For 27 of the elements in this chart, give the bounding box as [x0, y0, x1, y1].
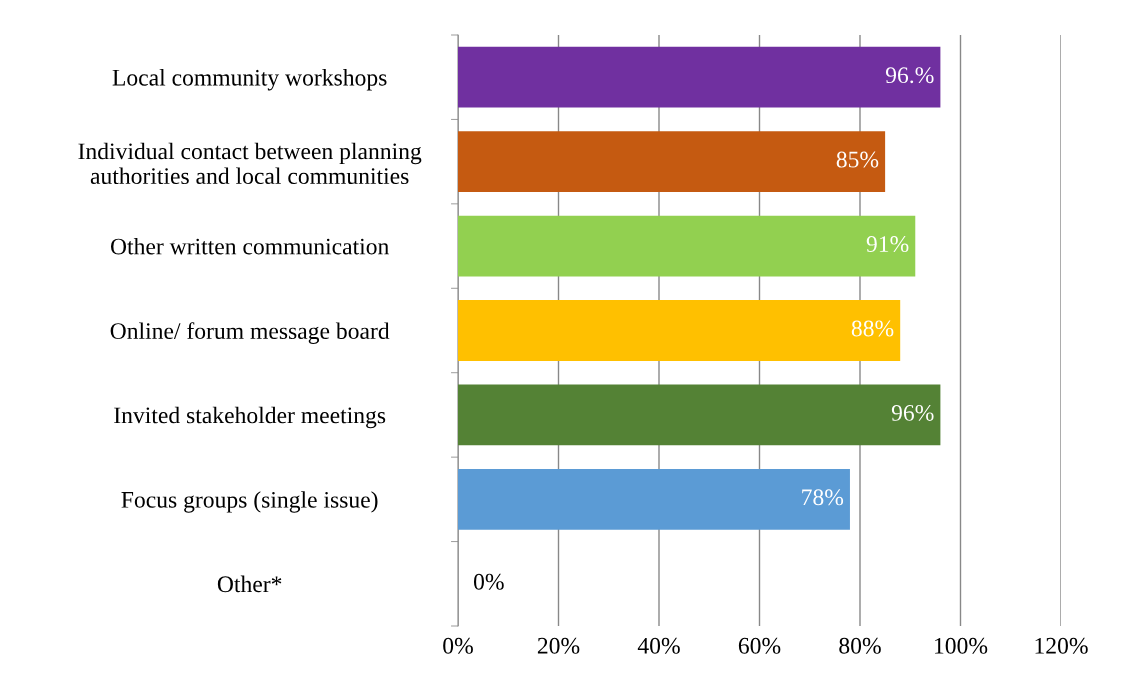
- x-tick-label: 80%: [839, 637, 881, 654]
- data-label: 78%: [802, 489, 844, 506]
- data-label: 0%: [473, 573, 504, 590]
- x-tick-label: 40%: [637, 637, 680, 654]
- data-label: 85%: [836, 151, 879, 168]
- y-tick-label: Online/ forum message board: [110, 322, 390, 344]
- bar: [458, 468, 850, 530]
- y-tick-label: Other written communication: [110, 237, 389, 255]
- bar: [458, 131, 886, 193]
- y-tick-label: Individual contact between planning authorities and local communities: [78, 142, 422, 185]
- x-tick-label: 120%: [1035, 637, 1088, 654]
- bar: [458, 384, 941, 446]
- data-label: 96%: [891, 404, 934, 421]
- y-tick-label: Other*: [217, 575, 282, 593]
- data-label: 91%: [866, 236, 909, 253]
- y-tick-label: Focus groups (single issue): [121, 491, 378, 513]
- x-tick-label: 100%: [935, 637, 988, 654]
- x-tick-label: 20%: [537, 637, 580, 654]
- data-label: 88%: [851, 320, 894, 337]
- x-tick-label: 0%: [443, 637, 473, 654]
- data-label: 96.%: [885, 67, 934, 84]
- bar: [458, 300, 901, 361]
- y-tick-label: Invited stakeholder meetings: [114, 406, 386, 429]
- y-tick-label: Local community workshops: [112, 69, 387, 91]
- bar: [458, 46, 941, 108]
- bar: [458, 215, 916, 277]
- x-tick-label: 60%: [738, 637, 781, 654]
